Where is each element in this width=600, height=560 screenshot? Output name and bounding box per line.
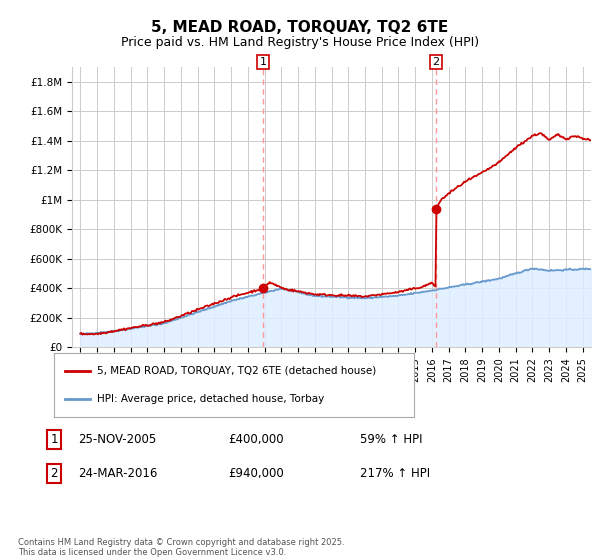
Text: £400,000: £400,000: [228, 433, 284, 446]
Text: 217% ↑ HPI: 217% ↑ HPI: [360, 466, 430, 480]
Text: 5, MEAD ROAD, TORQUAY, TQ2 6TE (detached house): 5, MEAD ROAD, TORQUAY, TQ2 6TE (detached…: [97, 366, 376, 376]
Text: 1: 1: [259, 57, 266, 67]
Text: 59% ↑ HPI: 59% ↑ HPI: [360, 433, 422, 446]
Text: 5, MEAD ROAD, TORQUAY, TQ2 6TE: 5, MEAD ROAD, TORQUAY, TQ2 6TE: [151, 20, 449, 35]
Text: £940,000: £940,000: [228, 466, 284, 480]
Text: Price paid vs. HM Land Registry's House Price Index (HPI): Price paid vs. HM Land Registry's House …: [121, 36, 479, 49]
Text: 2: 2: [432, 57, 439, 67]
Text: HPI: Average price, detached house, Torbay: HPI: Average price, detached house, Torb…: [97, 394, 325, 404]
Text: Contains HM Land Registry data © Crown copyright and database right 2025.
This d: Contains HM Land Registry data © Crown c…: [18, 538, 344, 557]
Text: 2: 2: [50, 466, 58, 480]
Text: 25-NOV-2005: 25-NOV-2005: [78, 433, 156, 446]
Text: 1: 1: [50, 433, 58, 446]
Text: 24-MAR-2016: 24-MAR-2016: [78, 466, 157, 480]
